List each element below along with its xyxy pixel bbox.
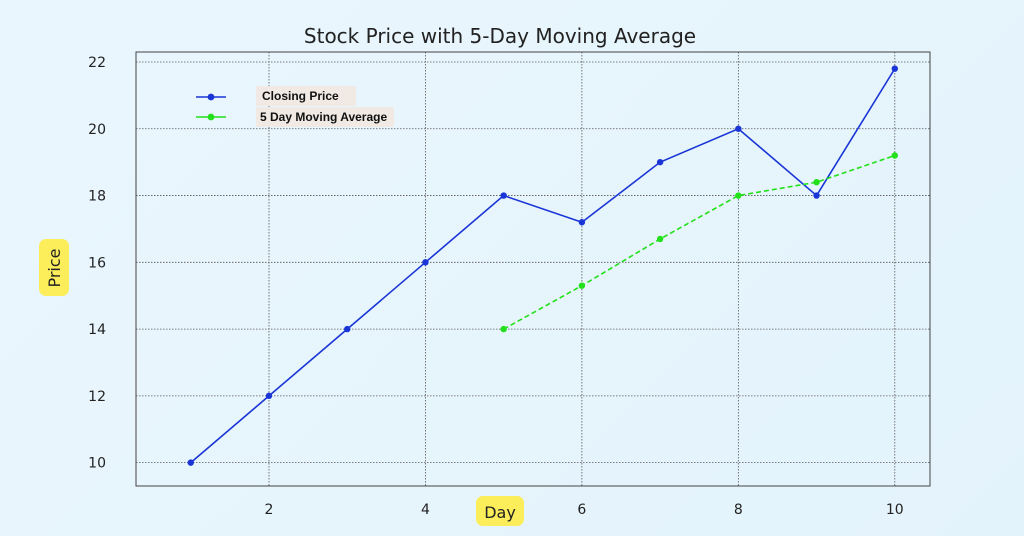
data-point-5-day-moving-average — [813, 179, 820, 186]
data-point-closing-price — [578, 219, 586, 226]
series-closing-price — [187, 65, 898, 466]
data-point-closing-price — [422, 259, 429, 266]
data-point-closing-price — [735, 125, 742, 132]
x-tick-label: 6 — [577, 502, 586, 518]
data-point-closing-price — [344, 325, 351, 333]
data-point-closing-price — [265, 392, 273, 400]
x-tick-label: 4 — [421, 502, 430, 518]
y-axis-ticks: 10 12 14 16 18 20 22 — [88, 55, 106, 472]
grid — [136, 52, 930, 486]
legend-marker-moving-average — [207, 113, 215, 121]
data-point-closing-price — [656, 158, 664, 166]
y-axis-label-group: Price — [39, 239, 69, 296]
data-point-closing-price — [500, 192, 507, 199]
legend-label-moving-average: 5 Day Moving Average — [260, 110, 387, 124]
x-tick-label: 8 — [734, 502, 743, 518]
data-point-5-day-moving-average — [500, 325, 507, 333]
x-axis-label-group: Day — [476, 496, 524, 526]
y-axis-label-highlight — [39, 239, 69, 296]
legend-label-closing-price: Closing Price — [262, 89, 339, 103]
data-point-5-day-moving-average — [656, 235, 664, 243]
series-line-5-day-moving-average — [503, 154, 896, 330]
x-axis-label: Day — [484, 503, 516, 522]
data-point-closing-price — [813, 192, 820, 199]
series-line-closing-price — [190, 68, 896, 464]
data-point-5-day-moving-average — [735, 192, 742, 199]
data-point-5-day-moving-average — [891, 152, 898, 159]
x-tick-label: 2 — [265, 502, 274, 518]
y-axis-label: Price — [45, 248, 64, 287]
y-tick-label: 16 — [88, 255, 106, 271]
data-point-closing-price — [187, 459, 194, 466]
y-tick-label: 22 — [88, 55, 106, 71]
y-tick-label: 10 — [88, 456, 106, 472]
series-layer — [187, 65, 898, 466]
y-tick-label: 14 — [88, 322, 106, 338]
x-axis-label-highlight — [476, 496, 524, 526]
legend: Closing Price 5 Day Moving Average — [196, 86, 394, 127]
legend-label-bg-moving-average — [256, 107, 394, 127]
chart-title: Stock Price with 5-Day Moving Average — [304, 24, 696, 48]
x-axis-ticks: 2 4 6 8 10 — [265, 502, 904, 518]
legend-label-bg-closing-price — [256, 86, 356, 106]
data-point-closing-price — [891, 65, 898, 72]
series-5-day-moving-average — [500, 152, 898, 333]
legend-marker-closing-price — [207, 93, 215, 101]
y-tick-label: 12 — [88, 389, 106, 405]
y-tick-label: 20 — [88, 122, 106, 138]
data-point-5-day-moving-average — [578, 282, 586, 289]
y-tick-label: 18 — [88, 189, 106, 205]
x-tick-label: 10 — [886, 502, 904, 518]
plot-frame — [135, 51, 931, 487]
